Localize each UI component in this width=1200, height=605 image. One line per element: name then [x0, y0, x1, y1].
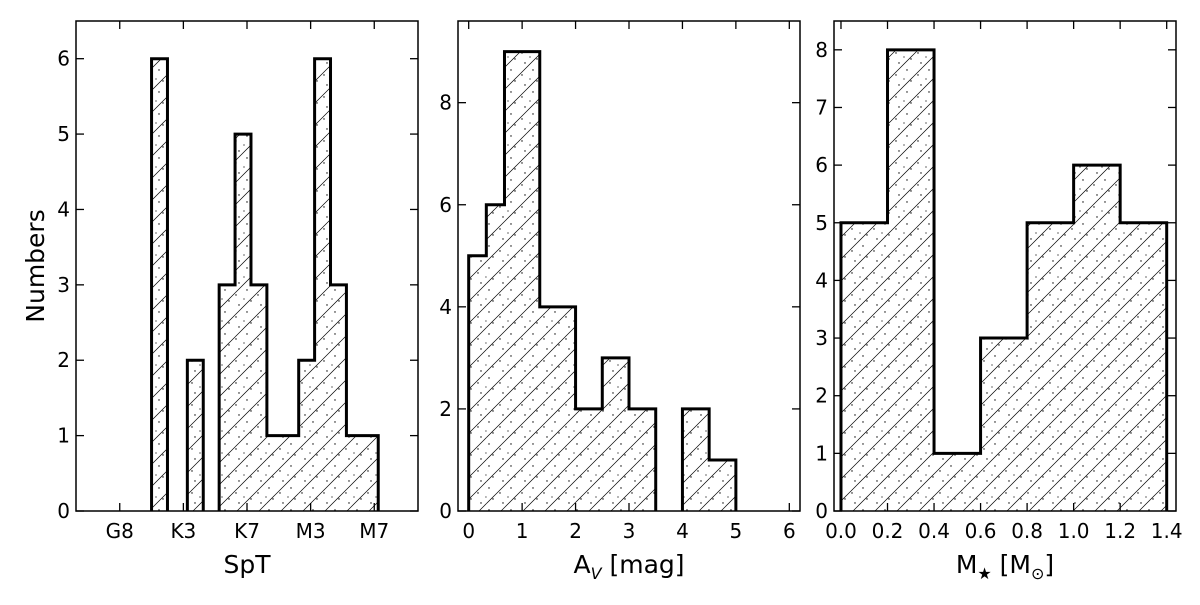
y-tick-label: 0 [57, 499, 70, 523]
y-tick-label: 0 [815, 499, 828, 523]
histogram-bar [709, 459, 736, 511]
y-tick-label: 2 [815, 384, 828, 408]
x-axis-label-sub: ★ [977, 564, 991, 583]
y-tick-label: 5 [815, 211, 828, 235]
x-axis-label-main: A [573, 550, 590, 579]
histogram-bar [934, 453, 981, 511]
histogram-bar [1120, 222, 1167, 511]
stellar-mass-histogram: 0.0 0.2 0.4 0.6 0.8 1.0 1.2 1.4 0 1 2 3 4 5 6 7 8 M★ [M⊙] [815, 20, 1183, 583]
x-tick-label: K7 [234, 519, 260, 543]
x-axis-label-suffix: [M [992, 550, 1031, 579]
y-tick-label: 4 [815, 268, 828, 292]
histogram-bar [504, 51, 540, 511]
x-tick-label: 5 [730, 519, 743, 543]
x-axis-label: M★ [M⊙] [956, 550, 1054, 583]
histogram-bar [980, 338, 1028, 511]
x-tick-label: 1 [516, 519, 529, 543]
y-tick-label: 8 [439, 91, 452, 115]
x-tick-label: 0.8 [1011, 519, 1043, 543]
y-tick-label: 8 [815, 38, 828, 62]
histogram-outline [680, 407, 738, 511]
spectral-type-histogram: G8 K3 K7 M3 M7 0 1 2 3 4 5 6 SpT Numbers [21, 20, 419, 579]
y-tick-label: 2 [439, 397, 452, 421]
histogram-bar [840, 222, 888, 511]
x-tick-label: M3 [296, 519, 326, 543]
histogram-bar [486, 204, 505, 511]
histogram-bar [187, 360, 204, 511]
y-tick-label: 7 [815, 95, 828, 119]
histogram-outline [467, 50, 658, 511]
extinction-histogram: 0 1 2 3 4 5 6 0 2 4 6 8 AV [mag] [439, 20, 801, 583]
x-tick-label: 0.4 [918, 519, 950, 543]
histogram-bar [887, 49, 935, 512]
x-tick-label: 3 [623, 519, 636, 543]
x-tick-label: 6 [783, 519, 796, 543]
x-tick-label: 0.2 [872, 519, 904, 543]
x-axis-label-sub: V [591, 564, 603, 583]
histogram-bar [1073, 165, 1121, 511]
y-tick-label: 1 [57, 424, 70, 448]
y-tick-label: 6 [57, 47, 70, 71]
histogram-bar [539, 306, 576, 511]
histogram-bar [250, 284, 267, 511]
x-tick-label: K3 [170, 519, 196, 543]
x-axis-label-main: SpT [223, 550, 271, 579]
y-tick-label: 6 [815, 153, 828, 177]
histogram-bar [602, 357, 629, 511]
x-tick-label: 4 [676, 519, 689, 543]
x-tick-label: G8 [106, 519, 134, 543]
y-axis-label: Numbers [21, 209, 50, 322]
histogram-bar [468, 255, 487, 511]
histogram-bar [235, 134, 251, 512]
histogram-outline [217, 57, 380, 511]
histogram-bar [151, 58, 168, 511]
histogram-outline [150, 57, 169, 511]
histogram-bar [298, 360, 315, 511]
x-axis-label-main: M [956, 550, 978, 579]
x-tick-label: 0 [462, 519, 475, 543]
y-tick-label: 5 [57, 122, 70, 146]
y-tick-label: 3 [57, 273, 70, 297]
x-tick-label: 1.4 [1151, 519, 1183, 543]
x-axis-label-suffix: [mag] [602, 550, 685, 579]
histogram-outline [839, 48, 1169, 511]
histogram-bar [346, 435, 379, 511]
y-tick-label: 3 [815, 326, 828, 350]
histogram-bar [682, 408, 710, 511]
histogram-bar [266, 435, 299, 511]
histogram-bar [219, 284, 236, 511]
histogram-bar [1027, 222, 1074, 511]
x-tick-label: M7 [359, 519, 389, 543]
x-tick-label: 1.0 [1058, 519, 1090, 543]
x-tick-label: 2 [569, 519, 582, 543]
y-tick-label: 0 [439, 499, 452, 523]
x-axis-label: SpT [223, 550, 271, 579]
x-axis-label: AV [mag] [573, 550, 684, 583]
x-axis-label-end: ] [1044, 550, 1054, 579]
x-axis-label-sub2: ⊙ [1031, 564, 1044, 583]
y-tick-label: 6 [439, 193, 452, 217]
y-tick-label: 1 [815, 441, 828, 465]
x-tick-label: 0.0 [825, 519, 857, 543]
histogram-outline [185, 358, 205, 511]
histogram-bar [314, 58, 331, 511]
y-tick-label: 2 [57, 348, 70, 372]
histogram-bar [629, 408, 656, 511]
y-tick-label: 4 [57, 197, 70, 221]
x-tick-label: 0.6 [965, 519, 997, 543]
x-tick-label: 1.2 [1104, 519, 1136, 543]
plot-frame [833, 20, 1177, 512]
histogram-bar [575, 408, 603, 511]
y-tick-label: 4 [439, 295, 452, 319]
histogram-bar [330, 284, 347, 511]
